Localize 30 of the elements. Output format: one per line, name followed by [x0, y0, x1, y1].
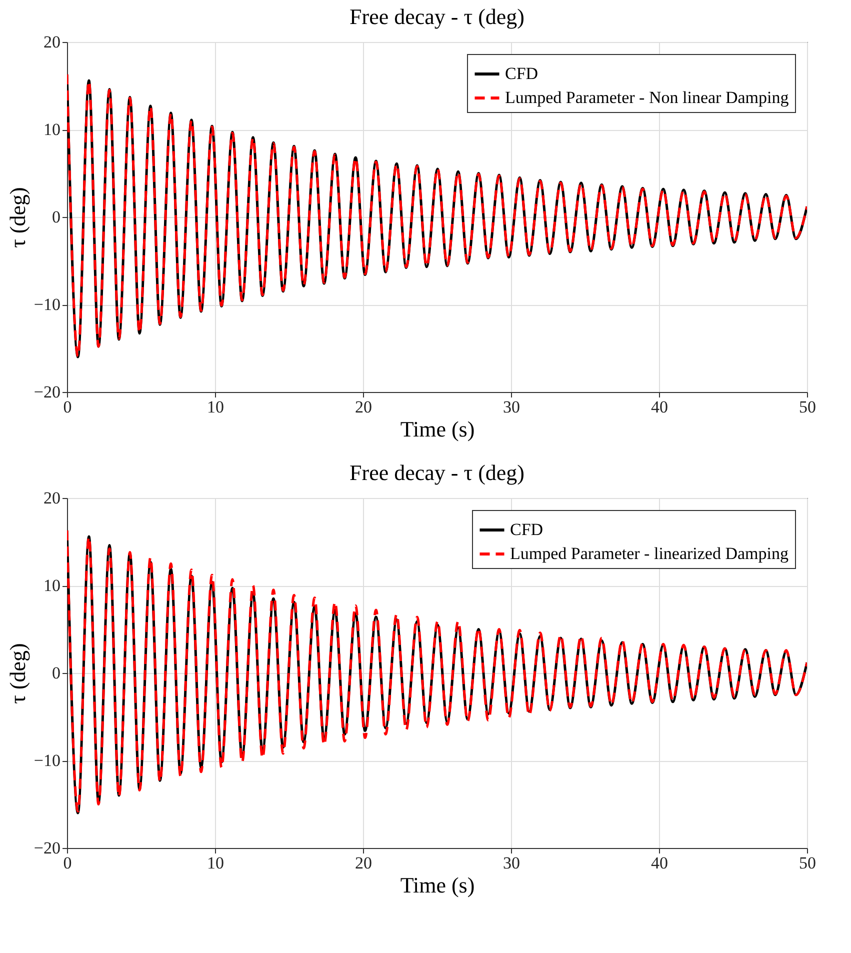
chart-title: Free decay - τ (deg): [350, 460, 524, 485]
x-tick-label: 20: [355, 398, 372, 416]
x-tick-label: 30: [503, 854, 520, 872]
y-axis-title: τ (deg): [4, 643, 30, 704]
y-tick-label: 0: [52, 208, 60, 226]
y-axis-title: τ (deg): [4, 187, 30, 248]
x-tick-label: 40: [651, 398, 668, 416]
chart-title: Free decay - τ (deg): [350, 4, 524, 29]
legend-label: Lumped Parameter - Non linear Damping: [505, 88, 790, 107]
y-tick-label: −10: [34, 295, 60, 314]
legend-label: Lumped Parameter - linearized Damping: [510, 544, 789, 563]
legend-label: CFD: [505, 64, 538, 83]
y-tick-label: 20: [44, 488, 60, 508]
x-axis-title: Time (s): [400, 416, 475, 442]
x-tick-label: 50: [799, 854, 816, 872]
x-tick-label: 30: [503, 398, 520, 416]
y-tick-label: −10: [34, 751, 60, 770]
y-tick-label: 10: [44, 576, 60, 595]
x-tick-label: 50: [799, 398, 816, 416]
x-tick-label: 40: [651, 854, 668, 872]
y-tick-label: −20: [34, 382, 60, 402]
x-tick-label: 20: [355, 854, 372, 872]
x-axis-title: Time (s): [400, 872, 475, 898]
y-tick-label: 20: [44, 32, 60, 52]
x-tick-label: 10: [207, 398, 224, 416]
y-tick-label: 10: [44, 120, 60, 139]
x-tick-label: 10: [207, 854, 224, 872]
y-tick-label: 0: [52, 664, 60, 682]
y-tick-label: −20: [34, 838, 60, 858]
legend-label: CFD: [510, 520, 544, 539]
